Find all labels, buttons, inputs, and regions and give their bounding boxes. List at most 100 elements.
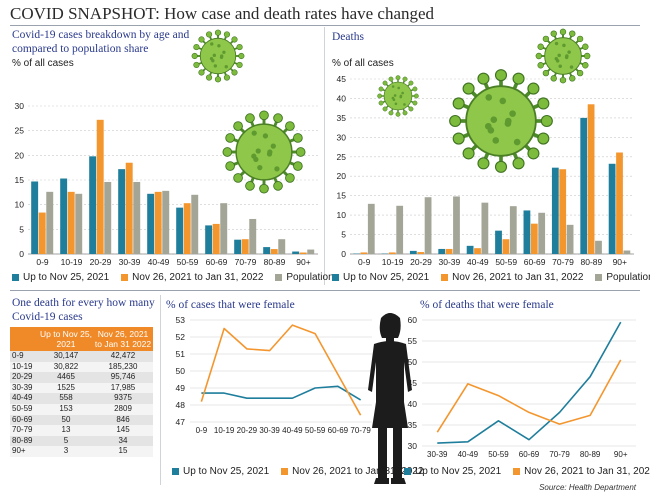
cases-ytick-label: 0 [19,249,24,259]
deaths-legend-item: Nov 26, 2021 to Jan 31, 2022 [441,272,583,283]
female-deaths-ytick-label: 35 [408,420,418,430]
legend-label: Nov 26, 2021 to Jan 31, 2022 [452,272,584,283]
female-deaths-xtick-label: 50-59 [488,450,509,459]
cases-bar [292,251,300,254]
legend-label: Up to Nov 25, 2021 [23,272,110,283]
female-deaths-ytick-label: 30 [408,441,418,451]
female-cases-legend: Up to Nov 25, 2021 Nov 26, 2021 to Jan 31… [172,466,435,477]
table-cell-value: 153 [39,403,93,415]
deaths-chart-legend: Up to Nov 25, 2021 Nov 26, 2021 to Jan 31… [332,272,650,283]
deaths-bar [474,248,481,254]
table-cell-age: 50-59 [10,403,39,415]
table-row: 50-59 153 2809 [10,403,153,415]
legend-label: Nov 26, 2021 to Jan 31, 2022 [132,272,264,283]
deaths-ytick-label: 45 [337,74,347,84]
table-header-age [10,327,39,351]
deaths-bar [367,203,375,254]
cases-bar [67,191,75,254]
legend-label: Up to Nov 25, 2021 [183,466,270,477]
deaths-xtick-label: 40-49 [467,257,489,267]
cases-bar [205,225,213,254]
cases-bar [96,119,104,255]
female-deaths-xtick-label: 30-39 [427,450,448,459]
deaths-xtick-label: 10-19 [382,257,404,267]
cases-chart-ylabel: % of all cases [12,58,74,69]
table-cell-age: 40-49 [10,393,39,404]
table-cell-age: 90+ [10,446,39,457]
cases-ytick-label: 5 [19,224,24,234]
table-cell-value: 5 [39,435,93,447]
deaths-bar [445,248,453,254]
female-cases-ytick-label: 47 [176,417,186,427]
deaths-bar [481,202,489,254]
table-cell-value: 15 [93,446,153,457]
section-divider [10,290,640,291]
deaths-xtick-label: 30-39 [439,257,461,267]
cases-bar [89,156,97,254]
female-cases-xtick-label: 60-69 [328,426,349,435]
table-cell-age: 20-29 [10,372,39,383]
cases-bar [249,218,257,254]
legend-swatch [332,274,339,281]
cases-ytick-label: 10 [15,200,25,210]
female-cases-ytick-label: 50 [176,366,186,376]
legend-swatch [281,468,289,475]
female-cases-ytick-label: 53 [176,315,186,325]
female-deaths-xtick-label: 80-89 [580,450,601,459]
table-row: 20-29 4465 95,746 [10,372,153,383]
deaths-bar [409,250,417,254]
cases-bar [263,247,271,254]
female-cases-xtick-label: 70-79 [350,426,371,435]
legend-swatch [12,274,19,281]
cases-bar [46,191,54,254]
cases-bar [133,181,141,254]
deaths-ytick-label: 5 [341,230,346,240]
female-deaths-legend-item: Nov 26, 2021 to Jan 31, 2022 [513,466,650,477]
female-deaths-ytick-label: 40 [408,399,418,409]
deaths-legend-item: Up to Nov 25, 2021 [332,272,429,283]
cases-xtick-label: 90+ [296,257,310,267]
deaths-bar [360,252,368,254]
table-cell-value: 3 [39,446,93,457]
female-cases-xtick-label: 20-29 [237,426,258,435]
female-cases-xtick-label: 10-19 [214,426,235,435]
table-cell-age: 0-9 [10,351,39,362]
cases-bar [147,193,155,254]
cases-bar [183,203,191,254]
table-header-period1: Up to Nov 25, 2021 [39,327,93,351]
deaths-bar [466,245,474,254]
cases-bar [38,212,46,254]
female-cases-ytick-label: 51 [176,349,186,359]
legend-label: Up to Nov 25, 2021 [415,466,502,477]
table-cell-value: 95,746 [93,372,153,383]
cases-bar [162,190,170,254]
female-deaths-series-line [437,321,622,444]
table-cell-value: 17,985 [93,382,153,394]
female-deaths-legend: Up to Nov 25, 2021 Nov 26, 2021 to Jan 31… [404,466,650,477]
deaths-bar [523,210,531,254]
table-row: 10-19 30,822 185,230 [10,361,153,373]
deaths-bar [616,152,623,254]
cases-xtick-label: 10-19 [61,257,83,267]
female-cases-xtick-label: 50-59 [305,426,326,435]
deaths-ytick-label: 10 [337,210,347,220]
cases-xtick-label: 60-69 [206,257,228,267]
legend-swatch [441,274,449,281]
legend-swatch [121,274,129,281]
table-row: 40-49 558 9375 [10,393,153,404]
female-deaths-xtick-label: 40-49 [458,450,479,459]
table-cell-age: 70-79 [10,425,39,436]
cases-xtick-label: 50-59 [177,257,199,267]
cases-bar [118,169,126,254]
female-deaths-ytick-label: 60 [408,315,418,325]
deaths-legend-item: Population [595,272,650,283]
deaths-ytick-label: 15 [337,191,347,201]
legend-label: Population [606,272,650,283]
cases-ytick-label: 25 [15,126,25,136]
deaths-bar [396,205,404,254]
deaths-bar [538,212,546,254]
female-cases-legend-item: Nov 26, 2021 to Jan 31, 2022 [281,466,423,477]
female-cases-legend-item: Up to Nov 25, 2021 [172,466,269,477]
